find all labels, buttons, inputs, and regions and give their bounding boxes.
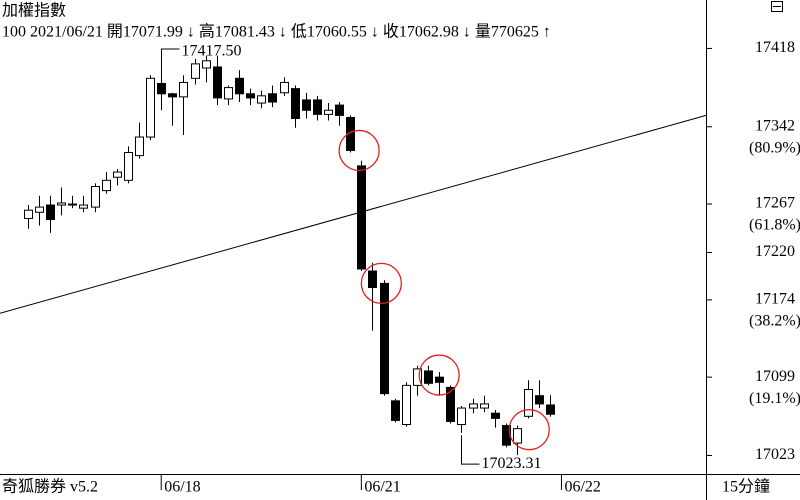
candle-body: [291, 88, 300, 120]
y-tick-label: 17418: [755, 39, 795, 56]
candle-body: [346, 116, 355, 151]
x-tick-label: 06/18: [164, 479, 200, 496]
candle-body: [57, 202, 66, 206]
candle-body: [46, 204, 55, 220]
candle-body: [91, 186, 100, 208]
candle-body: [535, 395, 544, 405]
high-annotation: 17417.50: [182, 43, 242, 60]
candle-body: [191, 63, 200, 79]
candle-body: [79, 204, 88, 209]
candle-body: [235, 77, 244, 95]
candle-body: [302, 99, 311, 111]
candle-body: [491, 412, 500, 419]
candle-body: [313, 99, 322, 115]
candle-body: [146, 77, 155, 138]
y-tick-label: 17099: [755, 368, 795, 385]
retracement-label: (80.9%): [749, 139, 800, 156]
candle-body: [135, 136, 144, 157]
candle-body: [413, 368, 422, 386]
candle-body: [257, 95, 266, 104]
candle-body: [113, 171, 122, 178]
y-tick-label: 17023: [755, 446, 795, 463]
retracement-label: (38.2%): [749, 313, 800, 330]
x-tick-label: 06/22: [564, 479, 600, 496]
highlight-circle: [508, 409, 550, 451]
candle-body: [368, 270, 377, 288]
candle-body: [435, 376, 444, 383]
candle-body: [224, 87, 233, 100]
candle-body: [168, 93, 177, 98]
trendline: [0, 114, 707, 314]
candle-body: [457, 407, 466, 426]
candle-body: [524, 389, 533, 417]
highlight-circle: [338, 129, 380, 172]
candle-body: [546, 404, 555, 415]
highlight-circle: [360, 262, 403, 305]
chart-title: 加權指數: [2, 2, 66, 20]
retracement-label: (61.8%): [749, 217, 800, 234]
highlight-circle: [418, 354, 460, 396]
footer-text: 奇狐勝券 v5.2: [2, 478, 98, 496]
candle-body: [213, 66, 222, 99]
candle-body: [268, 93, 277, 103]
candle-body: [446, 386, 455, 422]
candle-body: [480, 403, 489, 409]
window-icon[interactable]: [771, 1, 783, 12]
candle-body: [380, 282, 389, 395]
y-tick-label: 17267: [755, 195, 795, 212]
candle-body: [179, 81, 188, 98]
y-tick-label: 17342: [755, 117, 795, 134]
candle-body: [35, 206, 44, 213]
retracement-label: (19.1%): [749, 390, 800, 407]
candle-body: [402, 384, 411, 426]
candle-body: [335, 104, 344, 116]
annotation-leader: [461, 435, 480, 465]
candle-body: [68, 203, 77, 206]
candle-body: [124, 152, 133, 181]
annotation-leader: [161, 48, 180, 74]
candle-body: [102, 179, 111, 192]
candle-body: [357, 165, 366, 270]
candle-body: [424, 370, 433, 384]
candle-body: [469, 403, 478, 409]
x-tick-label: 06/21: [364, 479, 400, 496]
y-tick-label: 17174: [755, 291, 795, 308]
candle-body: [324, 109, 333, 115]
candle-body: [391, 400, 400, 421]
candle-body: [280, 81, 289, 94]
low-annotation: 17023.31: [482, 455, 542, 472]
candle-body: [246, 93, 255, 99]
y-tick-label: 17220: [755, 243, 795, 260]
candle-body: [513, 428, 522, 444]
period-label[interactable]: 15分鐘: [722, 478, 770, 496]
info-line: 100 2021/06/21 開17071.99 ↓ 高17081.43 ↓ 低…: [2, 23, 551, 41]
candle-body: [24, 209, 33, 219]
candle-body: [157, 82, 166, 95]
candle-body: [202, 60, 211, 69]
